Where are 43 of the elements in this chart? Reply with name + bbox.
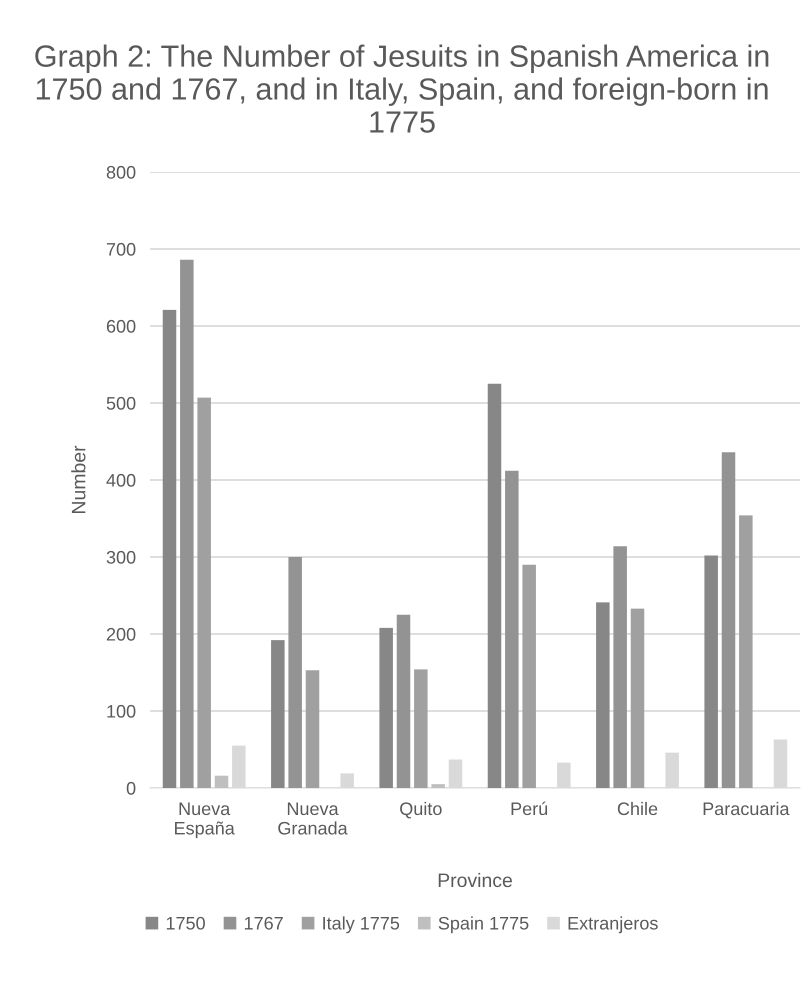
y-tick-label: 500 xyxy=(106,396,136,410)
x-tick-label: Perú xyxy=(512,802,548,816)
bar xyxy=(630,608,644,788)
x-axis-title: Province xyxy=(438,872,512,888)
bar xyxy=(180,260,194,788)
y-axis-title: Number xyxy=(71,446,86,513)
x-tick-label: Quito xyxy=(400,802,442,818)
y-tick-label: 200 xyxy=(106,628,136,641)
y-tick-label: 400 xyxy=(106,474,136,487)
y-tick-label: 0 xyxy=(126,782,136,795)
bar xyxy=(704,555,718,788)
chart-title: Graph 2: The Number of Jesuits in Spanish America in 1750 and 1767, and in Italy, Spain, and foreign-born in 1775 xyxy=(35,44,768,133)
bar xyxy=(722,452,736,788)
bar xyxy=(379,628,393,788)
bar xyxy=(306,670,320,788)
legend-label: 1750 xyxy=(166,916,205,930)
legend-label: 1767 xyxy=(244,916,283,930)
y-tick-label: 800 xyxy=(106,166,136,179)
bar xyxy=(197,398,211,788)
legend-label: Extranjeros xyxy=(568,916,658,934)
bar xyxy=(522,564,536,788)
legend-label: Spain 1775 xyxy=(438,916,528,934)
bar xyxy=(396,614,410,788)
y-tick-label: 600 xyxy=(106,320,136,333)
bar xyxy=(431,784,445,788)
x-tick-label: Chile xyxy=(618,802,658,816)
y-tick-label: 700 xyxy=(106,242,136,256)
y-tick-label: 100 xyxy=(107,704,136,718)
bar xyxy=(271,640,285,788)
bar xyxy=(162,310,176,788)
x-tick-label: Nueva Granada xyxy=(278,802,348,835)
bar xyxy=(613,546,627,788)
bar xyxy=(488,384,502,788)
bar xyxy=(414,669,428,788)
bar xyxy=(596,602,610,788)
x-tick-label: Paracuaria xyxy=(704,802,790,816)
bar xyxy=(505,470,519,788)
bar xyxy=(739,515,753,788)
bar xyxy=(288,557,302,788)
x-tick-label: Nueva España xyxy=(175,802,235,838)
y-tick-label: 300 xyxy=(106,550,136,564)
legend-label: Italy 1775 xyxy=(323,916,400,934)
bar xyxy=(214,776,228,788)
